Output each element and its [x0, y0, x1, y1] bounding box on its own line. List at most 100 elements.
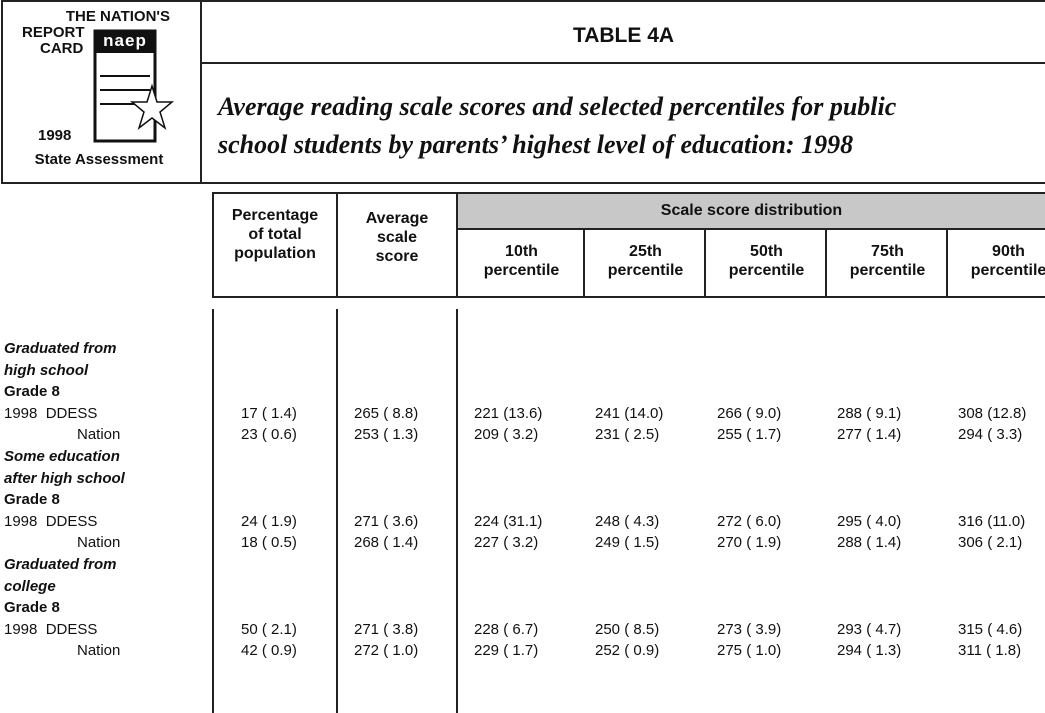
logo-text: State Assessment — [34, 151, 164, 168]
title-line: school students by parents’ highest leve… — [218, 130, 854, 159]
cell: 42 ( 0.9) — [241, 642, 297, 660]
rule — [212, 296, 1045, 298]
column-header: Average scale score — [338, 209, 456, 266]
rule — [825, 228, 827, 298]
rule — [1, 182, 1045, 184]
rule — [336, 192, 338, 298]
logo-text: THE NATION'S — [65, 8, 170, 25]
cell: 266 ( 9.0) — [717, 404, 782, 422]
group-band — [456, 192, 1045, 229]
rule — [456, 309, 458, 713]
header-line: 25th — [629, 243, 662, 260]
cell: 272 ( 1.0) — [354, 642, 419, 660]
header-line: 10th — [505, 243, 538, 260]
table-title: Average reading scale scores and selecte… — [218, 88, 896, 164]
row-label: Nation — [77, 642, 121, 660]
cell: 294 ( 1.3) — [837, 642, 902, 660]
header-line: Average — [365, 210, 429, 227]
cell: 18 ( 0.5) — [241, 534, 297, 552]
header-line: score — [375, 248, 419, 265]
header-line: 75th — [871, 243, 904, 260]
grade-label: Grade 8 — [4, 599, 60, 617]
row-label: 1998 DDESS — [4, 404, 98, 422]
cell: 221 (13.6) — [474, 404, 543, 422]
cell: 253 ( 1.3) — [354, 426, 419, 444]
header-line: Percentage — [231, 207, 319, 224]
cell: 288 ( 9.1) — [837, 404, 902, 422]
cell: 271 ( 3.6) — [354, 512, 419, 530]
grade-label: Grade 8 — [4, 383, 60, 401]
logo-graphic — [93, 29, 175, 143]
rule — [704, 228, 706, 298]
cell: 250 ( 8.5) — [595, 620, 660, 638]
rule — [200, 0, 202, 184]
cell: 17 ( 1.4) — [241, 404, 297, 422]
cell: 23 ( 0.6) — [241, 426, 297, 444]
cell: 272 ( 6.0) — [717, 512, 782, 530]
cell: 268 ( 1.4) — [354, 534, 419, 552]
row-label: 1998 DDESS — [4, 620, 98, 638]
header-line: percentile — [607, 262, 684, 279]
header-line: 50th — [750, 243, 783, 260]
logo-text: REPORT — [22, 24, 85, 41]
cell: 271 ( 3.8) — [354, 620, 419, 638]
rule — [212, 309, 214, 713]
cell: 252 ( 0.9) — [595, 642, 660, 660]
rule — [583, 228, 585, 298]
logo-text: CARD — [40, 40, 84, 57]
column-header: Percentage of total population — [214, 206, 336, 263]
group-label: college — [4, 577, 56, 595]
column-header: 90th percentile — [948, 242, 1045, 280]
cell: 228 ( 6.7) — [474, 620, 539, 638]
rule — [456, 228, 1045, 230]
rule — [1, 0, 3, 184]
header-line: percentile — [970, 262, 1045, 279]
rule — [212, 192, 1045, 194]
group-label: Graduated from — [4, 556, 117, 573]
cell: 294 ( 3.3) — [958, 426, 1023, 444]
cell: 293 ( 4.7) — [837, 620, 902, 638]
logo-mark: naep — [103, 31, 147, 50]
logo-text: 1998 — [38, 127, 72, 144]
header-line: percentile — [849, 262, 926, 279]
rule — [336, 309, 338, 713]
header-line: 90th — [992, 243, 1025, 260]
grade-label: Grade 8 — [4, 491, 60, 509]
row-label: Nation — [77, 426, 121, 444]
cell: 249 ( 1.5) — [595, 534, 660, 552]
cell: 231 ( 2.5) — [595, 426, 660, 444]
column-header: 75th percentile — [827, 242, 948, 280]
cell: 288 ( 1.4) — [837, 534, 902, 552]
column-header: 10th percentile — [458, 242, 585, 280]
group-label: after high school — [4, 469, 125, 487]
column-header: 25th percentile — [585, 242, 706, 280]
cell: 306 ( 2.1) — [958, 534, 1023, 552]
cell: 209 ( 3.2) — [474, 426, 539, 444]
group-label: Graduated from — [4, 340, 117, 357]
group-label: Some education — [4, 448, 120, 465]
group-label: high school — [4, 361, 89, 379]
header-line: of total — [248, 226, 302, 243]
rule — [456, 192, 458, 298]
cell: 227 ( 3.2) — [474, 534, 539, 552]
group-header: Scale score distribution — [660, 202, 843, 219]
header-line: scale — [376, 229, 418, 246]
rule — [212, 192, 214, 298]
cell: 308 (12.8) — [958, 404, 1027, 422]
cell: 316 (11.0) — [958, 512, 1026, 530]
cell: 50 ( 2.1) — [241, 620, 297, 638]
rule — [200, 62, 1045, 64]
cell: 270 ( 1.9) — [717, 534, 782, 552]
cell: 265 ( 8.8) — [354, 404, 419, 422]
header-line: percentile — [483, 262, 560, 279]
cell: 224 (31.1) — [474, 512, 543, 530]
header-line: percentile — [728, 262, 805, 279]
rule — [1, 0, 1045, 2]
column-header: 50th percentile — [706, 242, 827, 280]
header-line: population — [234, 245, 316, 262]
rule — [946, 228, 948, 298]
cell: 248 ( 4.3) — [595, 512, 660, 530]
cell: 255 ( 1.7) — [717, 426, 782, 444]
cell: 241 (14.0) — [595, 404, 664, 422]
